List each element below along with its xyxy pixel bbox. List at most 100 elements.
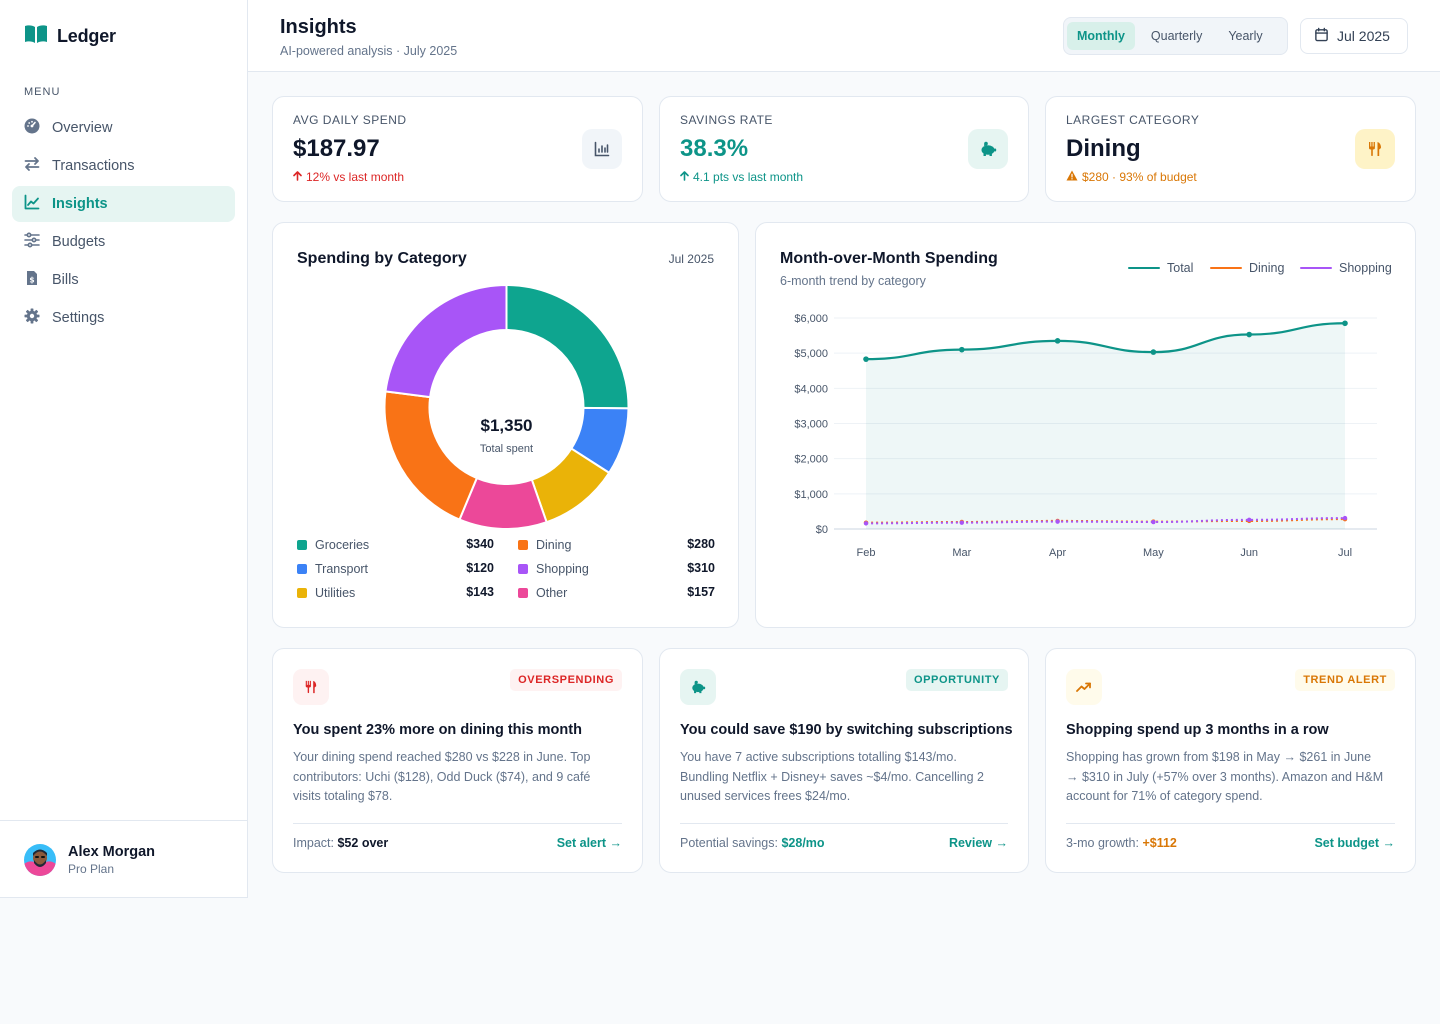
calendar-icon <box>1314 27 1329 45</box>
data-point-total[interactable] <box>1342 320 1348 327</box>
month-over-month-card: Month-over-Month Spending 6-month trend … <box>755 222 1416 628</box>
donut-slice-groceries[interactable] <box>505 283 630 410</box>
data-point-total[interactable] <box>1150 349 1157 355</box>
x-tick-label: Mar <box>952 547 971 559</box>
brand[interactable]: Ledger <box>24 24 116 49</box>
period-monthly-button[interactable]: Monthly <box>1067 22 1135 50</box>
legend-label: Other <box>536 586 568 600</box>
line-chart-subtitle: 6-month trend by category <box>780 274 926 288</box>
insight-footer-value: $52 over <box>337 836 389 850</box>
insight-tag: TREND ALERT <box>1295 669 1395 691</box>
line-chart: $6,000 $5,000 $4,000 $3,000 $2,000 $1,000 $0 F… <box>794 313 1377 559</box>
kpi-label: Savings Rate <box>680 113 773 127</box>
gauge-icon <box>24 118 40 138</box>
user-name: Alex Morgan <box>68 843 156 860</box>
sidebar-item-overview[interactable]: Overview <box>12 110 235 146</box>
kpi-delta: $280 · 93% of budget <box>1066 170 1197 184</box>
arrow-up-icon <box>293 170 302 184</box>
x-tick-label: Jun <box>1240 547 1258 559</box>
period-quarterly-button[interactable]: Quarterly <box>1150 29 1203 43</box>
sidebar-nav: Overview Transactions Insights Budgets $… <box>12 110 235 338</box>
kpi-label: Avg Daily Spend <box>293 113 407 127</box>
data-point-total[interactable] <box>1246 331 1252 338</box>
insight-footer: Impact: $52 over <box>293 836 388 850</box>
donut-center-label: Total spent <box>480 443 533 455</box>
utensils-icon <box>293 669 329 705</box>
insight-footer-value: +$112 <box>1142 836 1177 850</box>
legend-swatch <box>518 564 528 574</box>
user-profile[interactable]: Alex Morgan Pro Plan <box>0 820 247 898</box>
legend-item-shopping[interactable]: Shopping <box>1300 261 1392 275</box>
x-tick-label: Apr <box>1049 547 1066 559</box>
legend-label: Groceries <box>315 538 370 552</box>
insight-card-overspending: OVERSPENDING You spent 23% more on dinin… <box>272 648 643 873</box>
donut-chart-period: Jul 2025 <box>668 252 714 266</box>
legend-value: $157 <box>687 585 715 599</box>
y-tick-label: $2,000 <box>794 454 828 466</box>
donut-chart: $1,350 Total spent <box>383 283 630 530</box>
data-point-total[interactable] <box>959 346 965 353</box>
menu-label: MENU <box>24 86 61 98</box>
legend-line <box>1128 267 1160 269</box>
insight-footer-label: 3-mo growth: <box>1066 836 1139 850</box>
insight-title: Shopping spend up 3 months in a row <box>1066 722 1329 738</box>
piggy-bank-icon <box>968 129 1008 169</box>
sidebar-item-budgets[interactable]: Budgets <box>12 224 235 260</box>
sidebar-item-bills[interactable]: $ Bills <box>12 262 235 298</box>
legend-label: Total <box>1167 261 1194 275</box>
sliders-icon <box>24 232 40 252</box>
divider <box>1066 823 1395 824</box>
data-point-shopping[interactable] <box>1055 519 1060 524</box>
kpi-delta-text: 4.1 pts vs last month <box>693 170 804 184</box>
data-point-total[interactable] <box>1054 338 1061 344</box>
brand-name: Ledger <box>57 26 116 46</box>
donut-slice-dining[interactable] <box>383 390 479 521</box>
kpi-card-savings-rate: Savings Rate 38.3% 4.1 pts vs last month <box>659 96 1029 202</box>
insight-footer-label: Potential savings: <box>680 836 778 850</box>
legend-label: Shopping <box>536 562 589 576</box>
series-line-total <box>865 322 1346 361</box>
set-budget-link[interactable]: Set budget → <box>1314 836 1395 850</box>
avatar <box>24 843 56 876</box>
review-link[interactable]: Review → <box>948 836 1008 850</box>
y-tick-label: $5,000 <box>794 348 828 360</box>
kpi-card-avg-daily-spend: Avg Daily Spend $187.97 12% vs last mont… <box>272 96 643 202</box>
x-tick-label: Feb <box>857 547 876 559</box>
data-point-shopping[interactable] <box>1247 517 1252 523</box>
legend-label: Dining <box>536 538 572 552</box>
page-header: Insights AI-powered analysis · July 2025… <box>248 0 1440 72</box>
y-tick-label: $4,000 <box>794 383 828 395</box>
kpi-value: 38.3% <box>680 135 749 162</box>
legend-label: Transport <box>315 562 369 576</box>
legend-item-transport: Transport <box>297 561 368 577</box>
kpi-card-largest-category: Largest Category Dining $280 · 93% of bu… <box>1045 96 1416 202</box>
legend-label: Shopping <box>1339 261 1392 275</box>
bar-chart-icon <box>582 129 622 169</box>
legend-line <box>1300 267 1332 269</box>
data-point-shopping[interactable] <box>959 520 964 525</box>
data-point-shopping[interactable] <box>1342 515 1348 521</box>
legend-item-dining[interactable]: Dining <box>1210 261 1284 275</box>
legend-swatch <box>297 588 307 598</box>
date-picker-button[interactable]: Jul 2025 <box>1300 18 1408 54</box>
sidebar-item-insights[interactable]: Insights <box>12 186 235 222</box>
set-alert-link[interactable]: Set alert → <box>556 836 622 850</box>
divider <box>293 823 622 824</box>
kpi-delta: 12% vs last month <box>293 170 404 184</box>
legend-item-total[interactable]: Total <box>1128 261 1193 275</box>
donut-slice-shopping[interactable] <box>384 283 508 399</box>
data-point-total[interactable] <box>863 356 869 362</box>
data-point-shopping[interactable] <box>863 521 869 526</box>
insight-title: You could save $190 by switching subscri… <box>680 722 1013 738</box>
sidebar-item-settings[interactable]: Settings <box>12 300 235 336</box>
kpi-label: Largest Category <box>1066 113 1200 127</box>
insight-title: You spent 23% more on dining this month <box>293 722 582 738</box>
data-point-shopping[interactable] <box>1151 519 1156 525</box>
legend-item-shopping: Shopping <box>518 561 589 577</box>
user-plan: Pro Plan <box>68 861 115 876</box>
y-tick-label: $3,000 <box>794 419 828 431</box>
kpi-value: $187.97 <box>293 135 380 162</box>
sidebar-item-transactions[interactable]: Transactions <box>12 148 235 184</box>
period-yearly-button[interactable]: Yearly <box>1228 29 1263 43</box>
donut-center-value: $1,350 <box>481 416 533 435</box>
